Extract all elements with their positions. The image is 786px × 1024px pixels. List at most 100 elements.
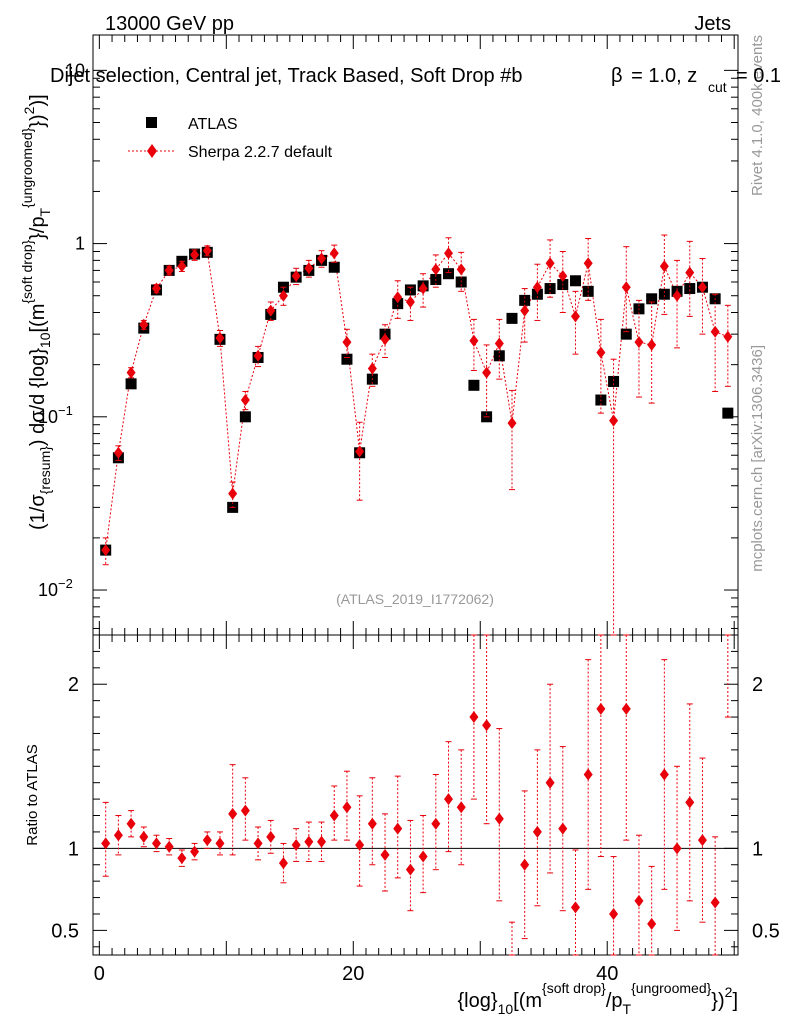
x-tick-label: 20: [342, 963, 364, 985]
mc-point: [609, 414, 619, 427]
ratio-point: [380, 848, 390, 861]
ratio-point: [367, 817, 377, 830]
mc-point: [558, 269, 568, 282]
ratio-y-tick-label: 2: [68, 674, 79, 696]
atlas-point: [658, 288, 670, 300]
ratio-point: [634, 894, 644, 907]
mc-point: [634, 336, 644, 349]
mc-point: [723, 330, 733, 343]
mc-point: [240, 394, 250, 407]
mc-point: [583, 257, 593, 270]
category-label: Jets: [694, 13, 731, 35]
rivet-label: Rivet 4.1.0, 400k events: [749, 35, 766, 196]
ratio-point: [609, 907, 619, 920]
mc-point: [329, 247, 339, 260]
ratio-point: [583, 768, 593, 781]
mc-point: [596, 346, 606, 359]
mc-point: [101, 544, 111, 557]
atlas-point: [620, 328, 632, 340]
ratio-point: [291, 839, 301, 852]
mc-point: [710, 325, 720, 338]
ratio-point: [164, 840, 174, 853]
mc-point: [367, 362, 377, 375]
atlas-point: [569, 275, 581, 287]
ratio-point: [647, 917, 657, 930]
ratio-point: [113, 829, 123, 842]
ratio-point: [621, 702, 631, 715]
ratio-point: [202, 834, 212, 847]
mc-point: [532, 281, 542, 294]
mc-point: [520, 304, 530, 317]
main-y-tick-label: 10: [65, 60, 85, 80]
ratio-point: [431, 817, 441, 830]
atlas-point: [468, 379, 480, 391]
ratio-y-tick-label: 1: [68, 838, 79, 860]
mc-point: [291, 269, 301, 282]
ratio-y-tick-label: 0.5: [752, 920, 780, 942]
ratio-point: [151, 837, 161, 850]
atlas-point: [239, 411, 251, 423]
mc-point: [418, 282, 428, 295]
ratio-point: [659, 768, 669, 781]
ratio-point: [266, 830, 276, 843]
atlas-point: [404, 284, 416, 296]
mc-series-line: [105, 250, 729, 551]
mc-point: [304, 262, 314, 275]
analysis-watermark: (ATLAS_2019_I1772062): [336, 591, 494, 607]
atlas-point: [722, 407, 734, 419]
ratio-point: [304, 835, 314, 848]
ratio-point: [278, 857, 288, 870]
mc-point: [355, 445, 365, 458]
ratio-point: [672, 842, 682, 855]
x-tick-label: 0: [94, 963, 105, 985]
mc-point: [393, 291, 403, 304]
mc-point: [202, 244, 212, 257]
legend-atlas-marker: [146, 117, 157, 128]
mc-point: [190, 248, 200, 261]
atlas-point: [608, 375, 620, 387]
mc-point: [228, 487, 238, 500]
mc-point: [177, 260, 187, 273]
ratio-point: [190, 845, 200, 858]
mc-point: [151, 282, 161, 295]
mc-point: [253, 349, 263, 362]
ratio-point: [405, 863, 415, 876]
mc-point: [405, 295, 415, 308]
ratio-point: [697, 834, 707, 847]
mc-point: [570, 310, 580, 323]
atlas-point: [506, 312, 518, 324]
ratio-point: [444, 793, 454, 806]
mc-point: [444, 247, 454, 260]
ratio-point: [558, 822, 568, 835]
ratio-point: [329, 809, 339, 822]
legend-mc-marker: [147, 144, 157, 158]
legend-atlas-label: ATLAS: [188, 116, 238, 133]
ratio-point: [469, 711, 479, 724]
ratio-point: [520, 858, 530, 871]
main-data-marks: [100, 234, 734, 636]
mc-point: [494, 337, 504, 350]
atlas-point: [443, 268, 455, 280]
plot-title-beta: β = 1.0, z: [611, 65, 697, 87]
ratio-point: [126, 817, 136, 830]
ratio-point: [418, 850, 428, 863]
ratio-y-tick-label: 2: [752, 674, 763, 696]
mc-point: [431, 263, 441, 276]
mc-point: [647, 338, 657, 351]
ratio-point: [317, 835, 327, 848]
ratio-point: [596, 702, 606, 715]
ratio-point: [710, 896, 720, 909]
ratio-point: [215, 837, 225, 850]
mc-point: [266, 304, 276, 317]
mc-point: [278, 289, 288, 302]
mc-point: [342, 336, 352, 349]
ratio-point: [355, 839, 365, 852]
mc-point: [507, 417, 517, 430]
mc-point: [126, 366, 136, 379]
mc-point: [659, 260, 669, 273]
atlas-point: [392, 298, 404, 310]
mc-point: [456, 263, 466, 276]
ratio-point: [482, 719, 492, 732]
